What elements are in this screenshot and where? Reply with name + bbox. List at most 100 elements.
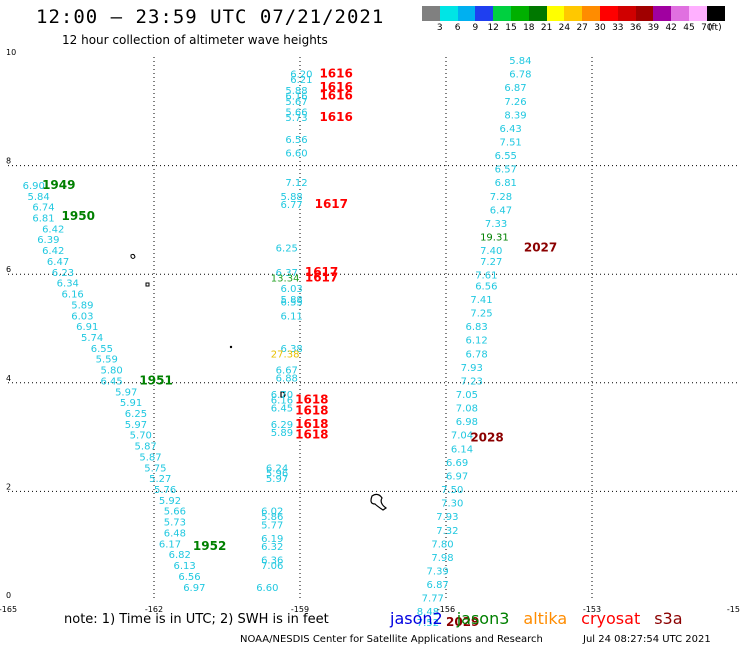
wave-height-value: 7.93 [436,512,458,523]
wave-height-value: 6.81 [32,214,54,225]
wave-height-value: 6.38 [281,344,303,355]
track-label: 1618 [295,403,328,417]
track-label: 1616 [319,110,352,124]
wave-height-value: 6.83 [465,322,487,333]
legend-swatch [457,6,476,21]
satellite-s3a: s3a [654,609,683,628]
wave-height-value: 8.39 [504,110,526,121]
satellite-jason3: jason3 [456,609,510,628]
wave-height-value: 6.17 [159,539,181,550]
wave-height-value: 6.25 [276,243,298,254]
legend-unit: (ft) [708,23,722,33]
wave-height-value: 6.03 [71,311,93,322]
wave-height-value: 7.93 [461,363,483,374]
legend-label: 6 [454,23,461,33]
wave-height-value: 6.13 [173,561,195,572]
wave-height-value: 6.87 [504,83,526,94]
credit-text: NOAA/NESDIS Center for Satellite Applica… [240,634,543,645]
wave-height-value: 6.21 [290,75,312,86]
wave-height-value: 6.03 [281,284,303,295]
wave-height-value: 6.60 [285,148,307,159]
wave-height-value: 6.90 [23,181,45,192]
island-outline [280,391,286,398]
wave-height-value: 5.92 [159,496,181,507]
wave-height-value: 7.52 [417,618,439,629]
wave-height-value: 5.80 [100,366,122,377]
legend-swatch [635,6,654,21]
wave-height-value: 7.98 [431,553,453,564]
wave-height-value: 27.38 [271,349,300,360]
satellite-legend: jason2 jason3 altika cryosat s3a [390,609,697,628]
lat-tick-label: 0 [6,591,11,600]
lat-tick-label: 4 [6,374,11,383]
wave-height-value: 6.43 [500,124,522,135]
wave-height-value: 5.88 [285,86,307,97]
footer-note: note: 1) Time is in UTC; 2) SWH is in fe… [64,612,329,627]
wave-height-value: 6.57 [495,165,517,176]
track-label: 2028 [470,430,503,444]
wave-height-value: 5.66 [285,108,307,119]
track-label: 1616 [319,67,352,81]
wave-height-value: 7.23 [461,376,483,387]
legend-label: 27 [576,23,588,33]
generated-timestamp: Jul 24 08:27:54 UTC 2021 [583,634,711,645]
wave-height-value: 7.51 [500,138,522,149]
track-label: 1617 [305,270,338,284]
wave-height-value: 6.56 [475,281,497,292]
track-label: 1952 [193,539,226,553]
wave-height-value: 6.32 [261,542,283,553]
wave-height-value: 6.02 [261,507,283,518]
wave-height-value: 7.25 [470,309,492,320]
wave-height-value: 5.59 [96,355,118,366]
wave-height-value: 5.89 [271,428,293,439]
wave-height-value: 6.82 [169,550,191,561]
legend-swatch [599,6,618,21]
wave-height-value: 5.27 [149,474,171,485]
wave-height-value: 5.70 [130,431,152,442]
legend-swatch [706,6,725,21]
legend-swatch [582,6,600,21]
wave-height-value: 5.84 [27,192,49,203]
legend-swatch [528,6,547,21]
wave-height-value: 6.16 [285,91,307,102]
wave-height-value: 5.76 [154,485,176,496]
wave-height-value: 19.31 [480,233,509,244]
wave-height-value: 6.16 [271,395,293,406]
satellite-altika: altika [523,609,568,628]
wave-height-value: 6.70 [271,390,293,401]
wave-height-value: 6.91 [76,322,98,333]
wave-height-value: 6.39 [37,235,59,246]
wave-height-value: 6.42 [42,246,64,257]
wave-height-value: 6.56 [178,572,200,583]
legend-label: 3 [436,23,443,33]
wave-height-value: 6.55 [91,344,113,355]
track-label: 1617 [315,197,348,211]
wave-height-value: 6.24 [266,463,288,474]
legend-swatch [422,6,440,21]
track-label: 1949 [42,178,75,192]
wave-height-value: 5.84 [509,56,531,67]
legend-swatch [688,6,707,21]
lon-tick-label: -159 [291,605,309,614]
legend-label: 9 [472,23,479,33]
map-grid [8,57,738,600]
track-label: 1616 [319,88,352,102]
wave-height-value: 6.98 [456,417,478,428]
wave-height-value: 6.45 [100,376,122,387]
wave-height-value: 6.47 [490,205,512,216]
wave-height-value: 6.11 [281,311,303,322]
wave-height-value: 7.39 [427,566,449,577]
wave-height-value: 5.67 [285,97,307,108]
wave-height-value: 5.88 [281,295,303,306]
wave-height-value: 5.87 [135,442,157,453]
legend-swatch [546,6,565,21]
axis-tick-labels: -165 -162 -159 -156 -153 -150 0 2 4 6 8 10 [0,48,740,614]
legend-label: 24 [558,23,571,33]
wave-height-value: 7.28 [490,192,512,203]
wave-height-value: 5.97 [266,474,288,485]
lat-tick-label: 10 [6,48,16,57]
wave-height-value: 7.12 [285,178,307,189]
wave-height-value: 8.48 [417,607,439,618]
wave-height-value: 6.37 [276,268,298,279]
